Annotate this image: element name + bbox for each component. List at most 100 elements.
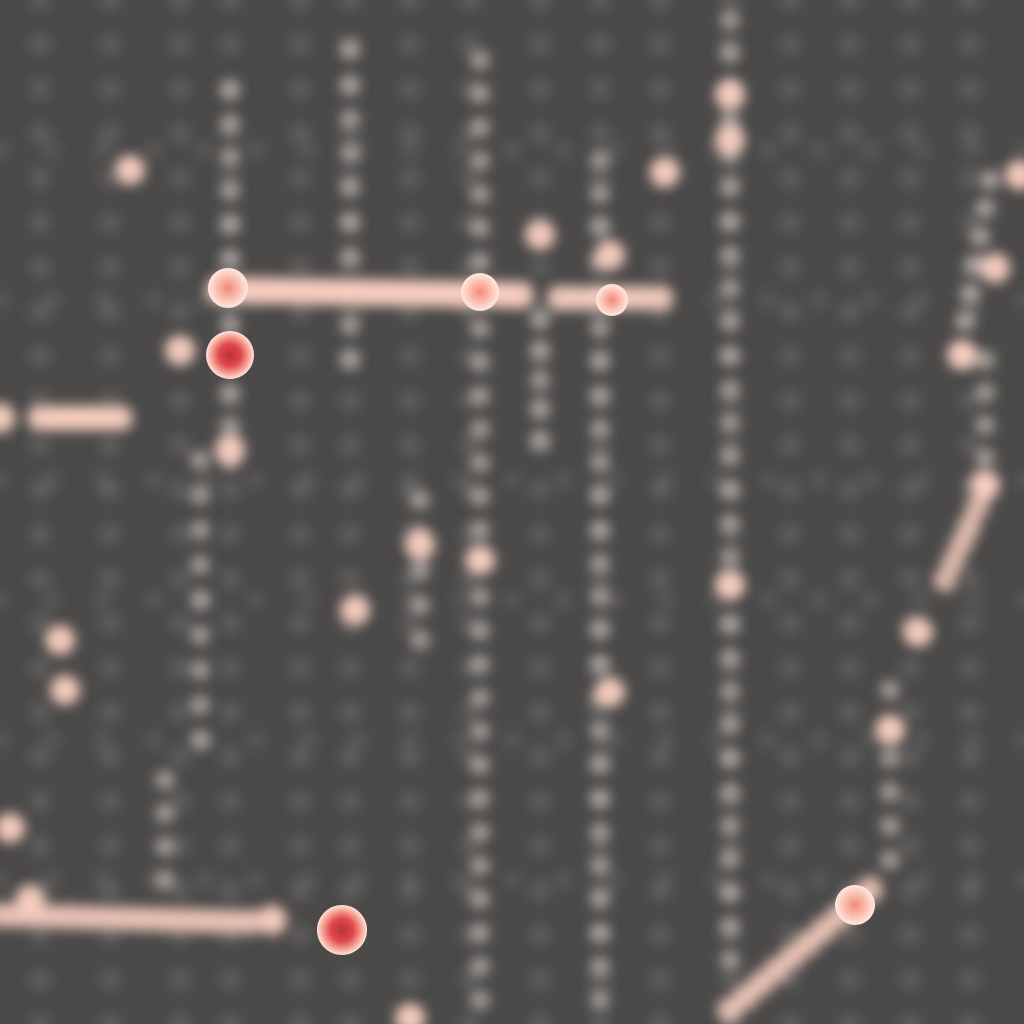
faint-density-point [401,747,419,766]
faint-density-point [841,480,859,499]
bright-density-point [595,677,625,707]
faint-density-point [781,35,799,54]
faint-density-point [145,592,162,608]
street-density-point [155,836,175,857]
faint-density-point [811,732,828,748]
faint-density-point [961,0,979,9]
faint-density-point [248,142,264,158]
faint-density-point [221,658,239,677]
faint-density-point [31,614,49,633]
faint-density-point [531,169,549,188]
faint-density-point [862,142,879,158]
faint-density-point [145,732,162,748]
faint-density-point [171,747,189,766]
faint-density-point [221,480,239,499]
street-density-point [470,318,490,339]
bright-density-point [340,595,370,625]
faint-density-point [31,658,49,677]
faint-density-point [171,169,189,188]
street-density-point [340,143,360,164]
faint-density-point [101,703,119,722]
faint-density-point [841,1015,859,1024]
street-density-point [590,150,610,170]
faint-density-point [0,872,8,888]
faint-density-point [171,80,189,99]
faint-density-point [452,592,469,608]
faint-density-point [461,35,479,54]
faint-density-point [708,732,725,748]
faint-density-point [341,525,359,544]
faint-density-point [862,732,879,748]
faint-density-point [401,614,419,633]
street-density-point [470,922,490,943]
faint-density-point [1016,872,1024,888]
bright-density-point [1005,160,1024,190]
street-density-point [590,385,610,406]
faint-density-point [291,569,309,588]
faint-density-point [291,436,309,455]
faint-density-point [101,970,119,989]
faint-density-point [901,302,919,321]
street-density-point [470,452,490,473]
faint-density-point [171,391,189,410]
faint-density-point [913,732,930,748]
faint-density-point [841,347,859,366]
faint-density-point [101,213,119,232]
faint-density-point [43,142,60,158]
faint-density-point [171,658,189,677]
faint-density-point [651,569,669,588]
faint-density-point [221,35,239,54]
bright-density-point [257,905,287,935]
faint-density-point [341,302,359,321]
street-density-point [980,170,1000,190]
faint-density-point [401,872,418,888]
faint-density-point [961,792,979,811]
street-density-point [590,519,610,540]
faint-density-point [901,1015,919,1024]
faint-density-point [901,35,919,54]
street-density-point [220,214,240,235]
faint-density-point [31,747,49,766]
faint-density-point [841,302,859,321]
faint-density-point [94,472,111,488]
street-density-point [590,822,610,842]
street-density-point [720,312,740,333]
faint-density-point [31,302,49,321]
street-density-point [470,587,490,608]
faint-density-point [452,872,469,888]
street-density-point [220,80,240,100]
street-density-point [470,50,490,70]
faint-density-point [657,472,674,488]
faint-density-point [961,35,979,54]
faint-density-point [781,258,799,277]
street-density-point [590,754,610,775]
street-density-point [720,782,740,803]
faint-density-point [452,732,469,748]
faint-density-point [31,80,49,99]
street-density-point [720,245,740,265]
faint-density-point [651,391,669,410]
faint-density-point [651,436,669,455]
faint-density-point [401,80,419,99]
faint-density-point [171,881,189,900]
faint-density-point [657,592,674,608]
faint-density-point [401,391,419,410]
street-density-point [949,532,973,556]
bright-density-point [45,625,75,655]
faint-density-point [651,792,669,811]
faint-density-point [841,658,859,677]
faint-density-point [781,792,799,811]
faint-density-point [101,347,119,366]
faint-density-point [43,292,60,308]
street-density-point [340,108,360,129]
street-density-point [720,43,740,64]
street-density-point [590,721,610,742]
hotspot-point [317,905,367,955]
street-density-point [880,782,900,802]
faint-density-point [461,836,479,855]
street-density-point [590,654,610,674]
faint-density-point [591,1015,609,1024]
faint-density-point [781,525,799,544]
faint-density-point [555,142,572,158]
